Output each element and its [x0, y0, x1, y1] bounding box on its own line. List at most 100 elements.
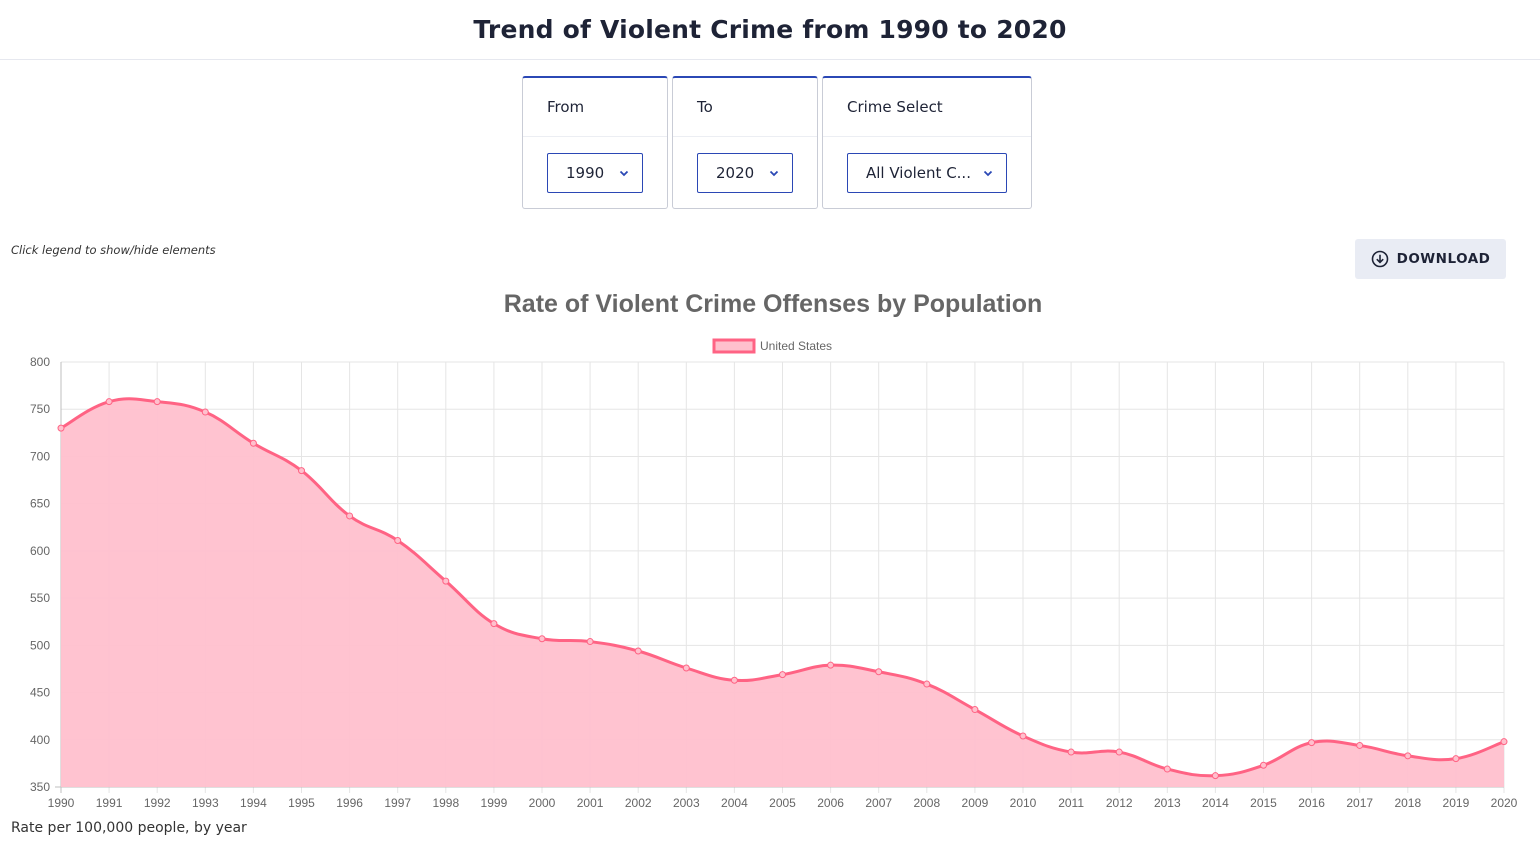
chart-title: Rate of Violent Crime Offenses by Popula… [504, 290, 1043, 318]
download-button[interactable]: DOWNLOAD [1355, 239, 1506, 279]
x-tick-label: 2019 [1443, 796, 1470, 810]
x-tick-label: 2015 [1250, 796, 1277, 810]
crime-select-value: All Violent C... [866, 164, 971, 182]
y-tick-label: 650 [30, 497, 50, 511]
from-year-value: 1990 [566, 164, 605, 182]
data-point-2003[interactable] [682, 664, 690, 672]
data-point-2002[interactable] [634, 647, 642, 655]
crime-filter-card: Crime Select All Violent C... [822, 76, 1032, 209]
data-point-1993[interactable] [201, 408, 209, 416]
x-tick-label: 2012 [1106, 796, 1133, 810]
x-tick-label: 2011 [1058, 796, 1084, 810]
crime-select[interactable]: All Violent C... [847, 153, 1007, 193]
y-tick-label: 450 [30, 686, 50, 700]
x-tick-label: 2013 [1154, 796, 1181, 810]
data-point-1991[interactable] [105, 398, 113, 406]
chevron-down-icon [769, 170, 779, 177]
y-tick-label: 500 [30, 638, 50, 652]
x-tick-label: 2002 [625, 796, 652, 810]
data-point-2017[interactable] [1356, 741, 1364, 749]
y-tick-label: 700 [30, 449, 50, 463]
y-tick-label: 550 [30, 591, 50, 605]
x-tick-label: 2001 [577, 796, 604, 810]
x-tick-label: 1996 [336, 796, 363, 810]
chart-legend[interactable]: United States [712, 338, 832, 354]
x-tick-label: 2008 [913, 796, 940, 810]
y-axis: 350 400 450 500 550 600 650 700 750 800 [30, 355, 50, 794]
series-area-united-states [61, 398, 1504, 787]
x-tick-label: 1999 [481, 796, 508, 810]
x-tick-label: 2009 [962, 796, 989, 810]
x-tick-label: 2020 [1491, 796, 1518, 810]
page-header: Trend of Violent Crime from 1990 to 2020 [0, 0, 1540, 60]
from-filter-label: From [523, 78, 667, 137]
x-tick-label: 2010 [1010, 796, 1037, 810]
x-tick-label: 2017 [1346, 796, 1373, 810]
data-point-1998[interactable] [442, 577, 450, 585]
data-point-2010[interactable] [1019, 732, 1027, 740]
data-point-2020[interactable] [1500, 738, 1508, 746]
x-tick-label: 1998 [432, 796, 459, 810]
x-tick-label: 2003 [673, 796, 700, 810]
data-point-2009[interactable] [971, 706, 979, 714]
data-point-2005[interactable] [779, 671, 786, 679]
data-point-2000[interactable] [538, 635, 546, 643]
x-tick-label: 2016 [1298, 796, 1325, 810]
data-point-2015[interactable] [1260, 761, 1267, 769]
data-point-1995[interactable] [298, 467, 305, 475]
x-tick-label: 1992 [144, 796, 171, 810]
data-point-2014[interactable] [1211, 772, 1219, 780]
x-tick-label: 1997 [384, 796, 411, 810]
chevron-down-icon [619, 170, 629, 177]
x-tick-label: 2006 [817, 796, 844, 810]
to-filter-label: To [673, 78, 817, 137]
data-point-1999[interactable] [490, 620, 498, 628]
y-tick-label: 400 [30, 733, 50, 747]
y-tick-label: 600 [30, 544, 50, 558]
data-point-1992[interactable] [153, 398, 161, 406]
data-point-1990[interactable] [57, 424, 65, 432]
to-year-select[interactable]: 2020 [697, 153, 793, 193]
crime-rate-chart: Rate of Violent Crime Offenses by Popula… [30, 290, 1518, 810]
x-tick-label: 1990 [48, 796, 75, 810]
download-circle-icon [1371, 250, 1388, 268]
data-point-2001[interactable] [586, 638, 594, 646]
x-tick-label: 1995 [288, 796, 315, 810]
chart-footnote: Rate per 100,000 people, by year [11, 820, 247, 836]
data-point-2016[interactable] [1308, 739, 1316, 747]
page-title: Trend of Violent Crime from 1990 to 2020 [473, 15, 1067, 44]
x-tick-label: 2018 [1394, 796, 1421, 810]
filter-bar: From 1990 To 2020 Crime Select All Viole… [522, 76, 1032, 209]
legend-label-united-states[interactable]: United States [760, 339, 832, 353]
legend-hint: Click legend to show/hide elements [11, 243, 216, 257]
y-tick-label: 750 [30, 402, 50, 416]
data-point-2018[interactable] [1404, 752, 1412, 760]
x-tick-label: 2014 [1202, 796, 1229, 810]
data-point-2019[interactable] [1452, 755, 1460, 763]
data-point-2013[interactable] [1163, 765, 1171, 773]
data-point-1994[interactable] [249, 439, 257, 447]
data-point-2004[interactable] [730, 676, 738, 684]
y-tick-label: 350 [30, 780, 50, 794]
series-points-united-states [57, 398, 1508, 780]
data-point-2011[interactable] [1067, 748, 1075, 756]
data-point-2007[interactable] [875, 668, 883, 676]
download-label: DOWNLOAD [1396, 251, 1491, 267]
data-point-1996[interactable] [346, 512, 354, 520]
x-tick-label: 1994 [240, 796, 267, 810]
data-point-2006[interactable] [827, 661, 835, 669]
legend-swatch-united-states[interactable] [712, 338, 756, 354]
from-year-select[interactable]: 1990 [547, 153, 643, 193]
to-year-value: 2020 [716, 164, 755, 182]
x-axis: 1990 1991 1992 1993 1994 1995 1996 1997 1998 1999… [48, 796, 1518, 810]
data-point-1997[interactable] [394, 537, 402, 544]
data-point-2008[interactable] [923, 680, 931, 688]
to-filter-card: To 2020 [672, 76, 818, 209]
x-tick-label: 2005 [769, 796, 796, 810]
x-tick-label: 2007 [865, 796, 892, 810]
x-tick-label: 1993 [192, 796, 219, 810]
x-tick-label: 2000 [529, 796, 556, 810]
data-point-2012[interactable] [1115, 748, 1123, 756]
x-tick-label: 2004 [721, 796, 748, 810]
x-tick-label: 1991 [96, 796, 123, 810]
